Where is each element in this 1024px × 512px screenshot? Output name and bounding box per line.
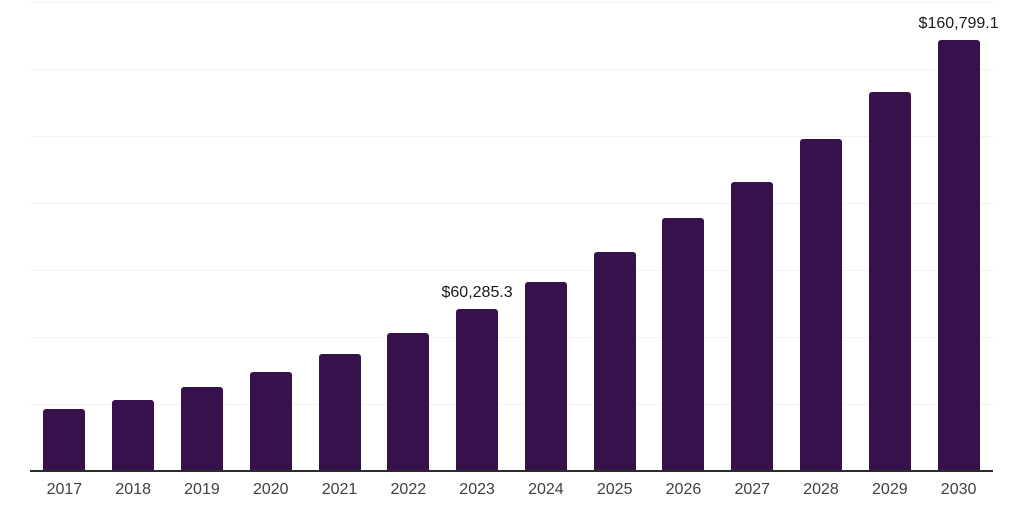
bar-2028[interactable] [800,138,843,471]
bar-2025[interactable] [593,251,636,471]
x-tick-2030: 2030 [940,481,977,498]
gridline-75000 [30,269,993,271]
bar-2017[interactable] [43,409,86,471]
x-tick-2018: 2018 [115,481,151,498]
x-tick-2025: 2025 [596,481,633,498]
bar-2022[interactable] [387,333,430,471]
x-tick-2026: 2026 [665,481,702,498]
gridline-125000 [30,135,993,137]
x-tick-2022: 2022 [390,481,427,498]
plot-area: $60,285.3 $160,799.1 [30,1,999,471]
x-tick-2021: 2021 [321,481,358,498]
x-tick-2020: 2020 [252,481,289,498]
x-axis-line [30,470,993,472]
gridline-25000 [30,403,993,405]
bar-2019[interactable] [180,387,223,471]
bar-2029[interactable] [868,92,911,471]
x-tick-2023: 2023 [459,481,495,498]
gridline-175000 [30,1,993,3]
x-tick-2024: 2024 [528,481,564,498]
bar-2020[interactable] [249,372,292,471]
gridline-100000 [30,202,993,204]
bar-2027[interactable] [731,181,774,471]
bar-2030[interactable] [937,40,980,471]
bar-2026[interactable] [662,217,705,471]
x-axis-labels: 2017 2018 2019 2020 2021 2022 2023 2024 2025 2026… [30,481,993,503]
x-tick-2019: 2019 [184,481,220,498]
x-tick-2027: 2027 [734,481,771,498]
bar-2021[interactable] [318,354,361,471]
gridline-50000 [30,336,993,338]
bar-2024[interactable] [524,282,567,471]
data-label-2030: $160,799.1 [918,15,999,33]
data-label-2023: $60,285.3 [441,284,513,302]
gridline-150000 [30,68,993,70]
x-tick-2017: 2017 [46,481,83,498]
x-tick-2029: 2029 [872,481,908,498]
bar-2018[interactable] [112,400,155,471]
bar-2023[interactable] [456,309,499,471]
x-tick-2028: 2028 [803,481,839,498]
